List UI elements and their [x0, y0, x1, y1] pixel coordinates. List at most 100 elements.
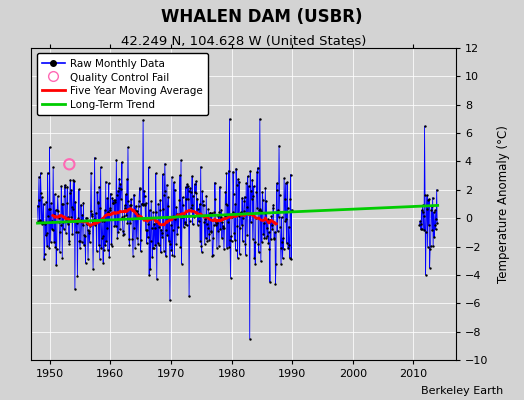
- Point: [59, 218, 68, 225]
- Point: [260, 220, 268, 226]
- Point: [51, 207, 60, 213]
- Point: [136, 186, 144, 192]
- Point: [64, 238, 73, 244]
- Point: [421, 272, 430, 278]
- Point: [216, 184, 224, 190]
- Point: [168, 252, 177, 258]
- Point: [113, 192, 121, 198]
- Point: [53, 207, 61, 214]
- Point: [68, 231, 77, 237]
- Point: [122, 212, 130, 218]
- Point: [269, 202, 278, 208]
- Point: [160, 192, 169, 198]
- Point: [71, 286, 79, 292]
- Point: [191, 190, 200, 196]
- Point: [110, 223, 118, 229]
- Point: [419, 209, 427, 215]
- Point: [178, 214, 186, 220]
- Point: [112, 157, 121, 163]
- Point: [183, 181, 191, 188]
- Point: [201, 241, 209, 247]
- Point: [126, 202, 134, 208]
- Point: [418, 226, 426, 232]
- Point: [96, 205, 104, 211]
- Point: [134, 241, 142, 248]
- Point: [219, 219, 227, 226]
- Point: [259, 197, 267, 203]
- Point: [41, 232, 50, 239]
- Point: [50, 239, 58, 245]
- Point: [267, 236, 275, 242]
- Point: [135, 184, 144, 191]
- Point: [255, 207, 264, 213]
- Point: [240, 198, 248, 205]
- Point: [148, 244, 157, 251]
- Point: [235, 178, 243, 185]
- Point: [187, 205, 195, 212]
- Point: [203, 221, 211, 227]
- Point: [189, 221, 197, 228]
- Point: [169, 227, 177, 234]
- Point: [256, 206, 265, 212]
- Point: [275, 192, 283, 198]
- Point: [93, 199, 102, 206]
- Point: [70, 178, 79, 184]
- Point: [430, 234, 439, 240]
- Point: [266, 279, 274, 285]
- Point: [199, 198, 207, 204]
- Point: [63, 184, 71, 190]
- Point: [56, 229, 64, 236]
- Point: [243, 232, 252, 238]
- Point: [67, 187, 75, 194]
- Point: [204, 231, 213, 237]
- Point: [91, 222, 99, 229]
- Point: [152, 276, 161, 282]
- Point: [92, 219, 100, 225]
- Point: [128, 236, 137, 242]
- Point: [176, 196, 184, 203]
- Point: [212, 222, 220, 228]
- Point: [194, 206, 202, 212]
- Point: [184, 183, 192, 190]
- Point: [194, 218, 203, 224]
- Point: [177, 260, 185, 267]
- Point: [222, 201, 230, 208]
- Point: [154, 240, 162, 246]
- Point: [65, 240, 73, 247]
- Point: [131, 244, 139, 251]
- Point: [428, 202, 436, 209]
- Point: [114, 188, 122, 194]
- Point: [45, 206, 53, 212]
- Point: [108, 200, 117, 206]
- Point: [90, 216, 99, 222]
- Point: [158, 234, 167, 240]
- Point: [195, 213, 203, 219]
- Point: [144, 220, 152, 227]
- Point: [418, 202, 427, 208]
- Point: [419, 213, 428, 219]
- Point: [124, 198, 133, 204]
- Point: [226, 236, 234, 243]
- Point: [264, 216, 272, 222]
- Point: [118, 214, 127, 221]
- Point: [81, 233, 89, 239]
- Point: [250, 254, 258, 261]
- Point: [285, 241, 293, 248]
- Point: [78, 212, 86, 218]
- Point: [231, 237, 239, 243]
- Point: [283, 204, 292, 211]
- Point: [280, 195, 289, 202]
- Point: [149, 245, 158, 251]
- Point: [49, 226, 57, 233]
- Point: [417, 207, 425, 213]
- Point: [105, 180, 113, 187]
- Point: [174, 224, 183, 230]
- Point: [270, 235, 278, 241]
- Point: [49, 212, 58, 218]
- Point: [108, 195, 116, 201]
- Point: [83, 221, 91, 227]
- Point: [282, 240, 291, 246]
- Point: [121, 204, 129, 211]
- Point: [40, 250, 49, 257]
- Point: [227, 233, 235, 240]
